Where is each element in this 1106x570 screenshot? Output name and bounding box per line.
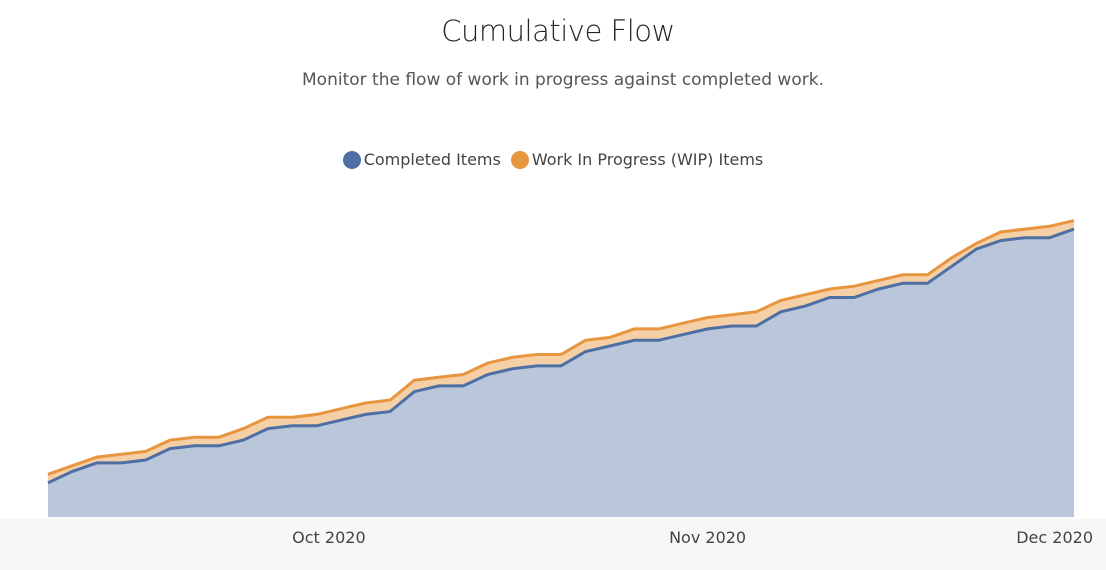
- legend-label-wip: Work In Progress (WIP) Items: [531, 150, 764, 169]
- completed-series-line: [47, 227, 1075, 485]
- wip-series-line: [47, 219, 1075, 476]
- x-tick-label: Nov 2020: [669, 528, 746, 547]
- chart-areas: [48, 220, 1074, 517]
- legend-item-wip[interactable]: Work In Progress (WIP) Items: [510, 150, 764, 169]
- x-tick-label: Oct 2020: [292, 528, 365, 547]
- axis-footer-background: [0, 519, 1106, 570]
- chart-subtitle: Monitor the flow of work in progress aga…: [302, 70, 824, 90]
- x-axis-ticks: Oct 2020 Nov 2020 Dec 2020: [292, 528, 1093, 547]
- legend-label-completed: Completed Items: [363, 150, 501, 169]
- legend-item-completed[interactable]: Completed Items: [342, 150, 501, 169]
- chart-lines: [47, 219, 1075, 485]
- chart-title: Cumulative Flow: [441, 14, 675, 48]
- chart-legend: Completed Items Work In Progress (WIP) I…: [0, 150, 1106, 169]
- cumulative-flow-chart: Oct 2020 Nov 2020 Dec 2020: [47, 219, 1093, 547]
- x-tick-label: Dec 2020: [1016, 528, 1093, 547]
- completed-area: [48, 229, 1074, 517]
- legend-dot-wip-icon: [510, 150, 529, 169]
- legend-dot-completed-icon: [342, 150, 361, 169]
